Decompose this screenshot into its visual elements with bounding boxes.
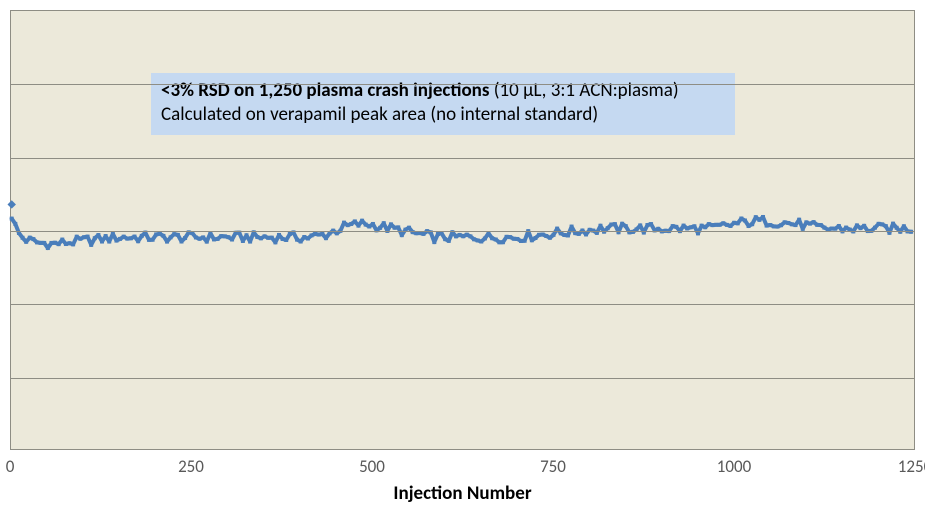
x-tick-label: 500 <box>359 456 385 477</box>
series-markers <box>7 200 913 250</box>
x-tick-label: 0 <box>6 456 15 477</box>
x-tick-label: 1250 <box>898 456 925 477</box>
annotation-line-2: Calculated on verapamil peak area (no in… <box>161 103 725 127</box>
gridline <box>11 231 914 232</box>
annotation-line-1: <3% RSD on 1,250 plasma crash injections… <box>161 79 725 103</box>
plot-area: <3% RSD on 1,250 plasma crash injections… <box>10 10 915 450</box>
annotation-bold: <3% RSD on 1,250 plasma crash injections <box>161 79 489 102</box>
gridline <box>11 378 914 379</box>
x-tick-label: 1000 <box>717 456 751 477</box>
annotation-rest: (10 µL, 3:1 ACN:plasma) <box>489 79 678 102</box>
x-tick-label: 750 <box>540 456 566 477</box>
x-axis-title: Injection Number <box>393 482 531 505</box>
gridline <box>11 158 914 159</box>
x-tick-label: 250 <box>178 456 204 477</box>
gridline <box>11 84 914 85</box>
annotation-box: <3% RSD on 1,250 plasma crash injections… <box>151 73 735 135</box>
gridline <box>11 304 914 305</box>
chart-container: <3% RSD on 1,250 plasma crash injections… <box>0 0 925 518</box>
